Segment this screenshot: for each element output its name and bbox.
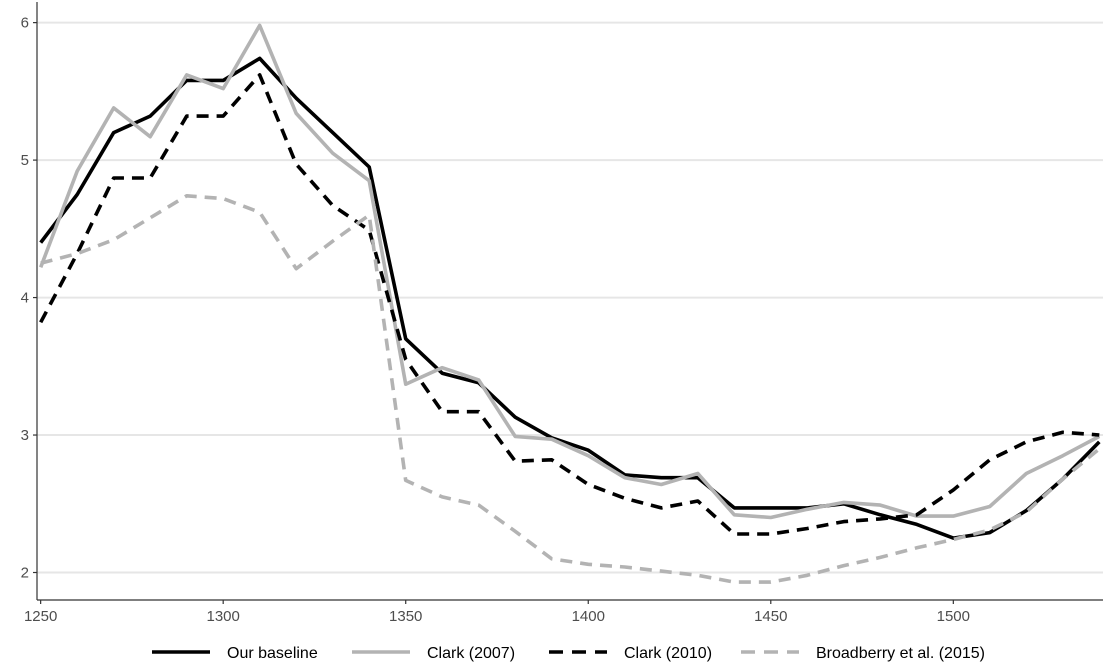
- series-line-1: [39, 56, 1101, 540]
- x-tick-label: 1300: [206, 608, 239, 625]
- y-tick-label: 2: [21, 565, 29, 582]
- series-line-2: [39, 23, 1101, 520]
- axes: 2 3 4 5 6 1250 1300 1350 1400 1450 1500: [21, 2, 1103, 625]
- x-tick-label: 1250: [24, 608, 57, 625]
- legend-label-4: Broadberry et al. (2015): [816, 645, 985, 662]
- legend-label-2: Clark (2007): [427, 645, 515, 662]
- x-tick-label: 1500: [937, 608, 970, 625]
- series-lines: [39, 23, 1101, 584]
- y-tick-label: 5: [21, 152, 29, 169]
- legend-label-3: Clark (2010): [624, 645, 712, 662]
- series-line-4: [40, 194, 1101, 584]
- legend-label-1: Our baseline: [227, 645, 318, 662]
- x-tick-label: 1400: [572, 608, 605, 625]
- x-tick-label: 1450: [754, 608, 787, 625]
- gridlines: [37, 21, 1103, 574]
- y-tick-label: 6: [21, 15, 29, 32]
- x-tick-label: 1350: [389, 608, 422, 625]
- legend: Our baseline Clark (2007) Clark (2010) Broa…: [152, 645, 985, 662]
- y-tick-label: 4: [21, 290, 29, 307]
- series-line-3: [39, 73, 1100, 536]
- y-tick-label: 3: [21, 427, 29, 444]
